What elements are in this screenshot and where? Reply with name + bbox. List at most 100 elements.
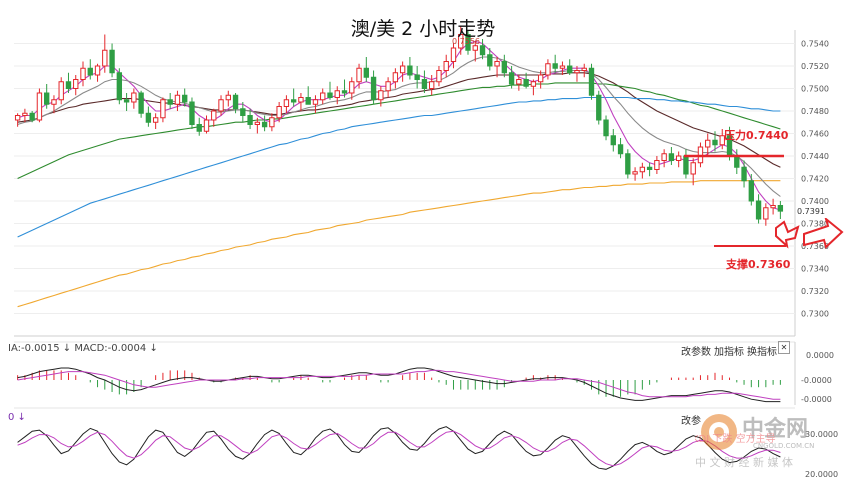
macd-tick-1: 0.0000 (806, 351, 834, 360)
change-params-button[interactable]: 改参数 (681, 347, 711, 358)
watermark-tagline: 中 文 财 经 新 媒 体 (695, 455, 793, 469)
candle-body (211, 110, 217, 121)
candle-body (487, 54, 493, 67)
candle-body (167, 99, 173, 105)
candle-body (58, 81, 64, 101)
candle-body (349, 81, 355, 94)
candle-body (690, 162, 696, 175)
candle-body (138, 92, 144, 114)
current-price-box (796, 206, 828, 218)
candle-body (116, 72, 123, 101)
kdj-panel: 30.0000 20.0000 (14, 407, 838, 479)
candle-body (712, 139, 718, 146)
swap-indicator-button[interactable]: 换指标 (747, 347, 777, 358)
candle-body (414, 74, 420, 80)
candle-body (36, 92, 43, 121)
price-grid (14, 43, 795, 314)
price-tick: 0.7420 (801, 175, 829, 184)
candle-body (385, 81, 391, 92)
chart-title: 澳/美 2 小时走势 (350, 18, 496, 40)
annotations: 0.7556 压力0.7440 支撑0.7360 0.7391 (452, 37, 844, 271)
kdj-change-params-button[interactable]: 改参 (681, 416, 701, 427)
add-indicator-button[interactable]: 加指标 (714, 347, 744, 358)
ma-line (17, 40, 781, 211)
candle-body (152, 117, 159, 123)
candle-body (770, 205, 776, 209)
candle-body (341, 90, 348, 94)
candle-body (567, 65, 573, 74)
candle-body (189, 101, 195, 125)
candle-body (741, 166, 747, 182)
candle-body (232, 94, 239, 110)
candle-body (545, 63, 551, 76)
candle-body (458, 34, 464, 49)
macd-header: IA:-0.0015 ↓ MACD:-0.0004 ↓ (8, 343, 158, 354)
ma-line (17, 56, 781, 197)
candle-body (102, 49, 108, 67)
candle-body (472, 45, 478, 51)
candle-body (443, 61, 449, 71)
candle-body (290, 99, 297, 103)
candle-body (94, 65, 101, 76)
kdj-header: 0 ↓ (8, 412, 26, 423)
candle-body (574, 70, 580, 74)
candle-body (683, 155, 689, 175)
candle-body (508, 72, 515, 85)
candle-body (218, 99, 224, 112)
candle-body (87, 67, 93, 76)
price-tick: 0.7340 (801, 265, 829, 274)
price-tick: 0.7360 (801, 242, 829, 251)
price-tick: 0.7320 (801, 287, 829, 296)
candle-body (450, 47, 457, 62)
price-tick: 0.7500 (801, 85, 829, 94)
ma-line (17, 82, 781, 179)
watermark-cn: 中金网 (742, 416, 808, 442)
candle-body (225, 94, 231, 101)
watermark-overlay: KDJ 下跌 空方主导 (695, 432, 776, 445)
candle-body (247, 115, 253, 125)
kdj-tick-2: 20.0000 (805, 470, 838, 479)
macd-panel: 0.0000 -0.0000 -0.0000 (14, 341, 834, 405)
candle-body (734, 155, 740, 168)
candle-body (182, 94, 188, 103)
macd-lines (17, 367, 781, 403)
candle-body (160, 99, 166, 119)
candle-body (392, 72, 399, 83)
candle-body (639, 166, 646, 173)
close-panel-button[interactable]: ✕ (778, 341, 790, 354)
price-tick: 0.7440 (801, 152, 829, 161)
candle-body (283, 99, 290, 107)
candle-body (399, 65, 406, 74)
candle-body (196, 124, 202, 132)
candle-body (632, 171, 638, 175)
price-tick: 0.7400 (801, 197, 829, 206)
candle-body (429, 81, 435, 89)
ma-line (17, 96, 781, 238)
candle-body (530, 81, 537, 87)
candle-body (203, 119, 210, 132)
candle-body (777, 205, 784, 212)
support-label: 支撑0.7360 (725, 257, 791, 271)
candle-body (407, 65, 413, 76)
candle-body (552, 63, 558, 69)
candle-body (44, 92, 50, 105)
candle-body (51, 99, 57, 105)
candle-body (240, 108, 246, 116)
kdj-k-line (17, 426, 781, 470)
macd-dif-line (17, 367, 781, 403)
down-arrow-icon (775, 216, 844, 249)
candle-body (501, 61, 508, 74)
candle-body (661, 153, 667, 161)
candle-body (625, 153, 631, 175)
candle-body (123, 99, 130, 103)
candle-body (588, 67, 595, 96)
candle-body (465, 34, 471, 51)
price-tick: 0.7480 (801, 107, 829, 116)
candle-body (610, 135, 616, 146)
candle-body (494, 61, 500, 67)
candle-body (131, 92, 137, 103)
candle-body (559, 65, 566, 69)
candle-body (334, 90, 340, 98)
candle-body (298, 97, 304, 103)
candle-body (276, 106, 282, 119)
